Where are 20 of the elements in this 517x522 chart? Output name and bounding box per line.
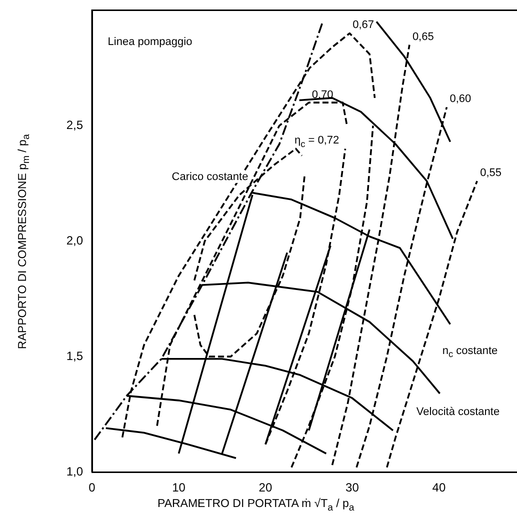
- annotation: 0,55: [479, 166, 503, 180]
- x-axis-title: PARAMETRO DI PORTATA ṁ √T$_{a}$ / p$_{a}$: [158, 498, 354, 514]
- annotation: 0,60: [448, 93, 472, 106]
- x-tick-label: 40: [432, 480, 446, 495]
- y-tick-label: 1,0: [66, 464, 84, 478]
- annotation: Velocità costante: [415, 406, 501, 418]
- annotation: Carico costante: [170, 170, 250, 184]
- annotation: 0,67: [352, 19, 376, 32]
- x-tick-label: 30: [346, 480, 360, 495]
- y-tick-label: 1,5: [66, 348, 84, 363]
- annotation: n$_{c}$ costante: [441, 344, 499, 360]
- x-tick-label: 0: [88, 480, 96, 495]
- annotation: Linea pompaggio: [106, 36, 194, 48]
- annotation: 0,70: [310, 88, 334, 101]
- annotation: 0,65: [411, 30, 435, 43]
- y-tick-label: 2,5: [66, 118, 84, 132]
- annotation: η$_{c}$ = 0,72: [293, 134, 340, 150]
- x-tick-label: 20: [258, 480, 272, 495]
- x-tick-label: 10: [172, 480, 186, 495]
- y-tick-label: 2,0: [66, 233, 84, 248]
